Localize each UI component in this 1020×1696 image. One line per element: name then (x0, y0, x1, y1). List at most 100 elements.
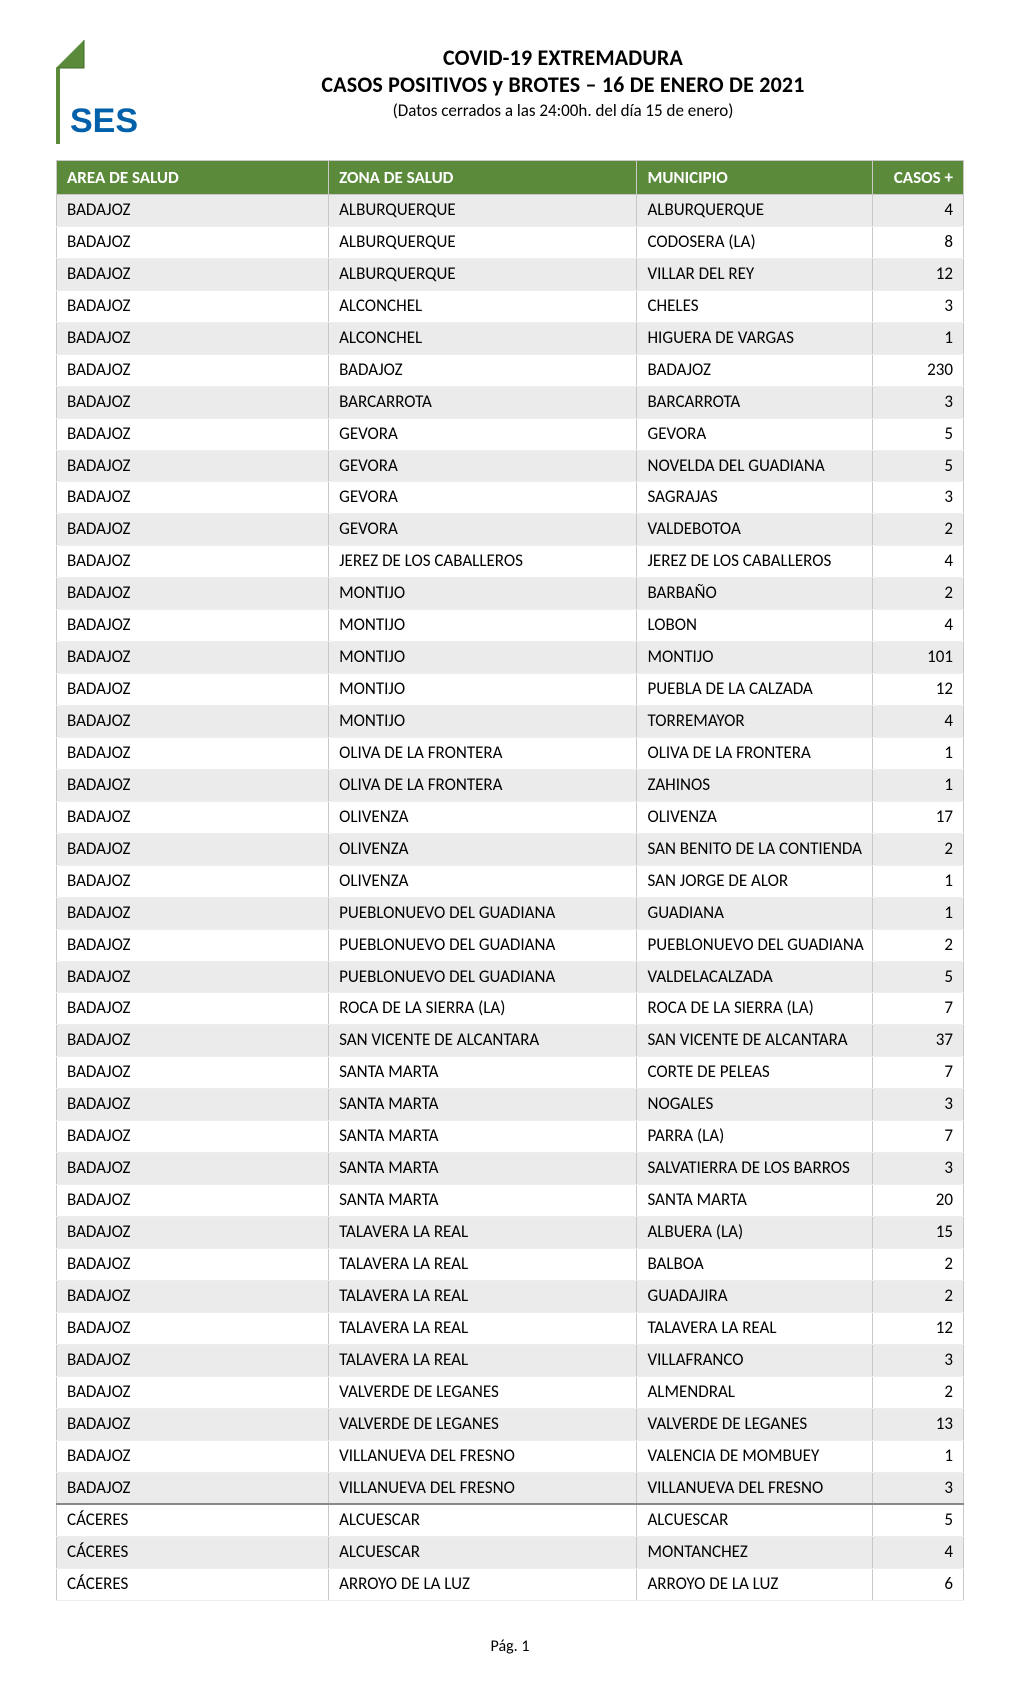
cell-area: BADAJOZ (57, 514, 329, 546)
cell-casos: 3 (873, 1344, 964, 1376)
cell-municipio: SALVATIERRA DE LOS BARROS (637, 1153, 873, 1185)
table-row: BADAJOZTALAVERA LA REALGUADAJIRA2 (57, 1280, 964, 1312)
cell-municipio: SAN JORGE DE ALOR (637, 865, 873, 897)
table-row: BADAJOZTALAVERA LA REALALBUERA (LA)15 (57, 1217, 964, 1249)
cell-casos: 6 (873, 1569, 964, 1601)
table-row: BADAJOZGEVORASAGRAJAS3 (57, 482, 964, 514)
table-row: BADAJOZSAN VICENTE DE ALCANTARASAN VICEN… (57, 1025, 964, 1057)
cell-casos: 2 (873, 514, 964, 546)
table-row: BADAJOZMONTIJOBARBAÑO2 (57, 578, 964, 610)
cell-zona: ALBURQUERQUE (329, 226, 637, 258)
cell-municipio: LOBON (637, 610, 873, 642)
cell-zona: VILLANUEVA DEL FRESNO (329, 1472, 637, 1504)
cell-municipio: SANTA MARTA (637, 1185, 873, 1217)
cell-municipio: GUADIANA (637, 897, 873, 929)
cell-casos: 5 (873, 450, 964, 482)
cell-municipio: BARCARROTA (637, 386, 873, 418)
cell-municipio: GEVORA (637, 418, 873, 450)
cell-area: BADAJOZ (57, 737, 329, 769)
cell-area: BADAJOZ (57, 482, 329, 514)
cell-area: BADAJOZ (57, 1472, 329, 1504)
cell-municipio: ALCUESCAR (637, 1504, 873, 1536)
cell-zona: ALCONCHEL (329, 322, 637, 354)
cell-area: BADAJOZ (57, 1344, 329, 1376)
cell-municipio: NOVELDA DEL GUADIANA (637, 450, 873, 482)
cell-municipio: VALDEBOTOA (637, 514, 873, 546)
table-row: BADAJOZTALAVERA LA REALBALBOA2 (57, 1248, 964, 1280)
table-row: BADAJOZOLIVENZAOLIVENZA17 (57, 801, 964, 833)
cell-zona: GEVORA (329, 450, 637, 482)
table-row: BADAJOZALBURQUERQUEVILLAR DEL REY12 (57, 258, 964, 290)
cell-zona: OLIVENZA (329, 865, 637, 897)
cell-casos: 4 (873, 1537, 964, 1569)
cell-zona: OLIVENZA (329, 801, 637, 833)
table-row: BADAJOZJEREZ DE LOS CABALLEROSJEREZ DE L… (57, 546, 964, 578)
cell-casos: 2 (873, 1248, 964, 1280)
cell-casos: 7 (873, 1121, 964, 1153)
cell-zona: SANTA MARTA (329, 1121, 637, 1153)
cell-zona: BADAJOZ (329, 354, 637, 386)
cell-area: BADAJOZ (57, 354, 329, 386)
cell-zona: ALBURQUERQUE (329, 195, 637, 227)
cell-municipio: MONTANCHEZ (637, 1537, 873, 1569)
cell-municipio: BALBOA (637, 1248, 873, 1280)
col-municipio: MUNICIPIO (637, 161, 873, 195)
cell-area: BADAJOZ (57, 290, 329, 322)
cell-zona: SANTA MARTA (329, 1153, 637, 1185)
table-row: BADAJOZVILLANUEVA DEL FRESNOVALENCIA DE … (57, 1440, 964, 1472)
cell-zona: OLIVA DE LA FRONTERA (329, 769, 637, 801)
cell-area: BADAJOZ (57, 1440, 329, 1472)
table-row: BADAJOZMONTIJOMONTIJO101 (57, 642, 964, 674)
cell-zona: BARCARROTA (329, 386, 637, 418)
cell-casos: 230 (873, 354, 964, 386)
cell-casos: 5 (873, 1504, 964, 1536)
cell-zona: MONTIJO (329, 706, 637, 738)
cell-area: BADAJOZ (57, 418, 329, 450)
cell-municipio: BARBAÑO (637, 578, 873, 610)
cell-area: BADAJOZ (57, 1408, 329, 1440)
cell-zona: GEVORA (329, 482, 637, 514)
cell-zona: VALVERDE DE LEGANES (329, 1408, 637, 1440)
cell-zona: ARROYO DE LA LUZ (329, 1569, 637, 1601)
cell-area: BADAJOZ (57, 1376, 329, 1408)
cell-zona: TALAVERA LA REAL (329, 1248, 637, 1280)
cell-zona: ROCA DE LA SIERRA (LA) (329, 993, 637, 1025)
table-row: BADAJOZOLIVENZASAN JORGE DE ALOR1 (57, 865, 964, 897)
cell-zona: TALAVERA LA REAL (329, 1217, 637, 1249)
page-number: Pág. 1 (491, 1637, 530, 1656)
table-row: BADAJOZPUEBLONUEVO DEL GUADIANAPUEBLONUE… (57, 929, 964, 961)
cell-municipio: VALVERDE DE LEGANES (637, 1408, 873, 1440)
table-row: BADAJOZVALVERDE DE LEGANESVALVERDE DE LE… (57, 1408, 964, 1440)
cell-area: BADAJOZ (57, 610, 329, 642)
cell-area: BADAJOZ (57, 386, 329, 418)
cell-casos: 3 (873, 386, 964, 418)
table-row: BADAJOZSANTA MARTASANTA MARTA20 (57, 1185, 964, 1217)
table-row: BADAJOZSANTA MARTASALVATIERRA DE LOS BAR… (57, 1153, 964, 1185)
cell-area: BADAJOZ (57, 1217, 329, 1249)
cell-casos: 8 (873, 226, 964, 258)
cell-municipio: VALENCIA DE MOMBUEY (637, 1440, 873, 1472)
cell-zona: SANTA MARTA (329, 1185, 637, 1217)
cell-zona: PUEBLONUEVO DEL GUADIANA (329, 961, 637, 993)
cell-zona: ALBURQUERQUE (329, 258, 637, 290)
cell-area: BADAJOZ (57, 674, 329, 706)
cell-area: BADAJOZ (57, 1280, 329, 1312)
cell-casos: 101 (873, 642, 964, 674)
cell-municipio: SAN BENITO DE LA CONTIENDA (637, 833, 873, 865)
cell-municipio: BADAJOZ (637, 354, 873, 386)
table-row: BADAJOZPUEBLONUEVO DEL GUADIANAGUADIANA1 (57, 897, 964, 929)
cell-municipio: CODOSERA (LA) (637, 226, 873, 258)
table-row: CÁCERESARROYO DE LA LUZARROYO DE LA LUZ6 (57, 1569, 964, 1601)
cell-area: BADAJOZ (57, 642, 329, 674)
cell-zona: JEREZ DE LOS CABALLEROS (329, 546, 637, 578)
data-table: AREA DE SALUD ZONA DE SALUD MUNICIPIO CA… (56, 160, 964, 1601)
cell-municipio: ALBUERA (LA) (637, 1217, 873, 1249)
header: SES COVID-19 EXTREMADURA CASOS POSITIVOS… (56, 40, 964, 144)
cell-zona: MONTIJO (329, 674, 637, 706)
title-block: COVID-19 EXTREMADURA CASOS POSITIVOS y B… (162, 40, 964, 121)
cell-casos: 20 (873, 1185, 964, 1217)
title-line3: (Datos cerrados a las 24:00h. del día 15… (162, 100, 964, 121)
cell-municipio: ARROYO DE LA LUZ (637, 1569, 873, 1601)
cell-casos: 15 (873, 1217, 964, 1249)
cell-area: BADAJOZ (57, 897, 329, 929)
